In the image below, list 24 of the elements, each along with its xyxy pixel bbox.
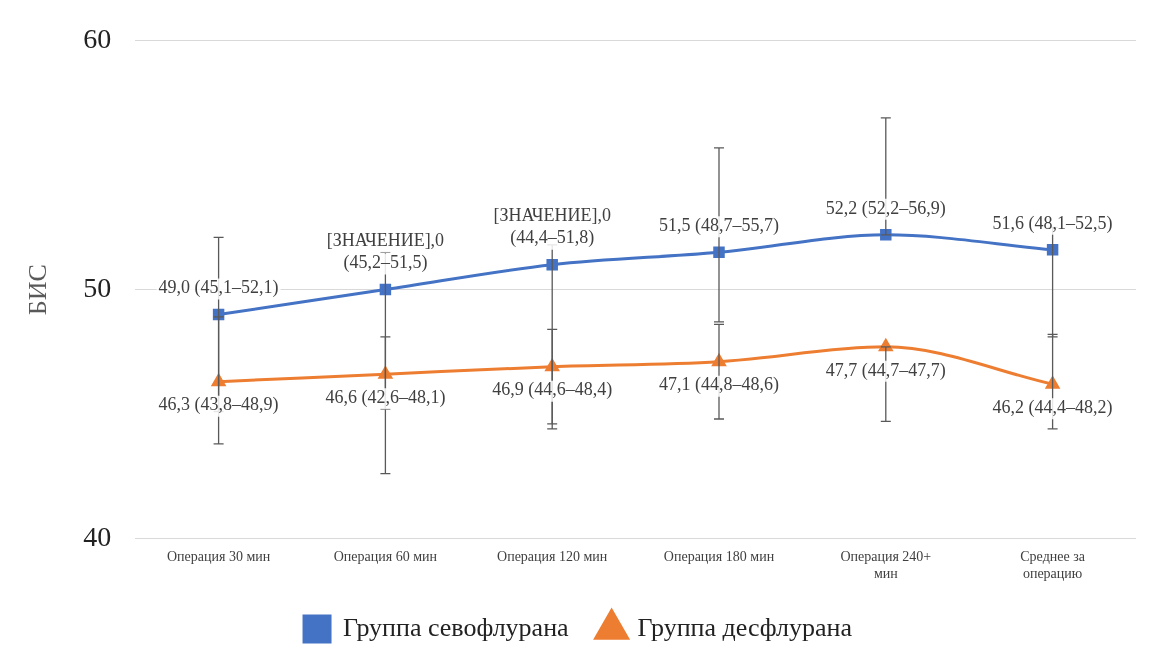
data-label: 47,7 (44,7–47,7) xyxy=(825,359,946,381)
y-tick-label: 60 xyxy=(83,23,112,55)
y-tick-label: 50 xyxy=(83,271,112,303)
data-label: 51,5 (48,7–55,7) xyxy=(659,215,779,237)
x-tick-label: Операция 120 мин xyxy=(497,549,608,565)
data-label: 46,2 (44,4–48,2) xyxy=(992,396,1113,418)
data-label: 52,2 (52,2–56,9) xyxy=(825,197,946,219)
data-label: 46,9 (44,6–48,4) xyxy=(492,379,613,401)
data-label: 47,1 (44,8–48,6) xyxy=(659,374,779,396)
x-tick-label: Операция 180 мин xyxy=(663,549,775,565)
y-axis-title: БИС xyxy=(23,264,53,316)
x-tick-label: Операция 240+ мин xyxy=(840,549,932,582)
data-label: [ЗНАЧЕНИЕ],0 (44,4–51,8) xyxy=(493,205,611,249)
data-label: 46,6 (42,6–48,1) xyxy=(325,386,446,408)
data-label: 49,0 (45,1–52,1) xyxy=(158,277,279,299)
x-tick-label: Среднее за операцию xyxy=(1020,549,1086,582)
data-label: 51,6 (48,1–52,5) xyxy=(992,212,1113,234)
legend-label: Группа севофлурана xyxy=(343,612,570,642)
data-label: [ЗНАЧЕНИЕ],0 (45,2–51,5) xyxy=(326,230,445,274)
x-tick-label: Операция 60 мин xyxy=(333,549,438,565)
x-tick-label: Операция 30 мин xyxy=(166,549,271,565)
legend-label: Группа десфлурана xyxy=(637,612,853,642)
y-tick-label: 40 xyxy=(83,520,112,552)
data-label: 46,3 (43,8–48,9) xyxy=(158,394,279,416)
